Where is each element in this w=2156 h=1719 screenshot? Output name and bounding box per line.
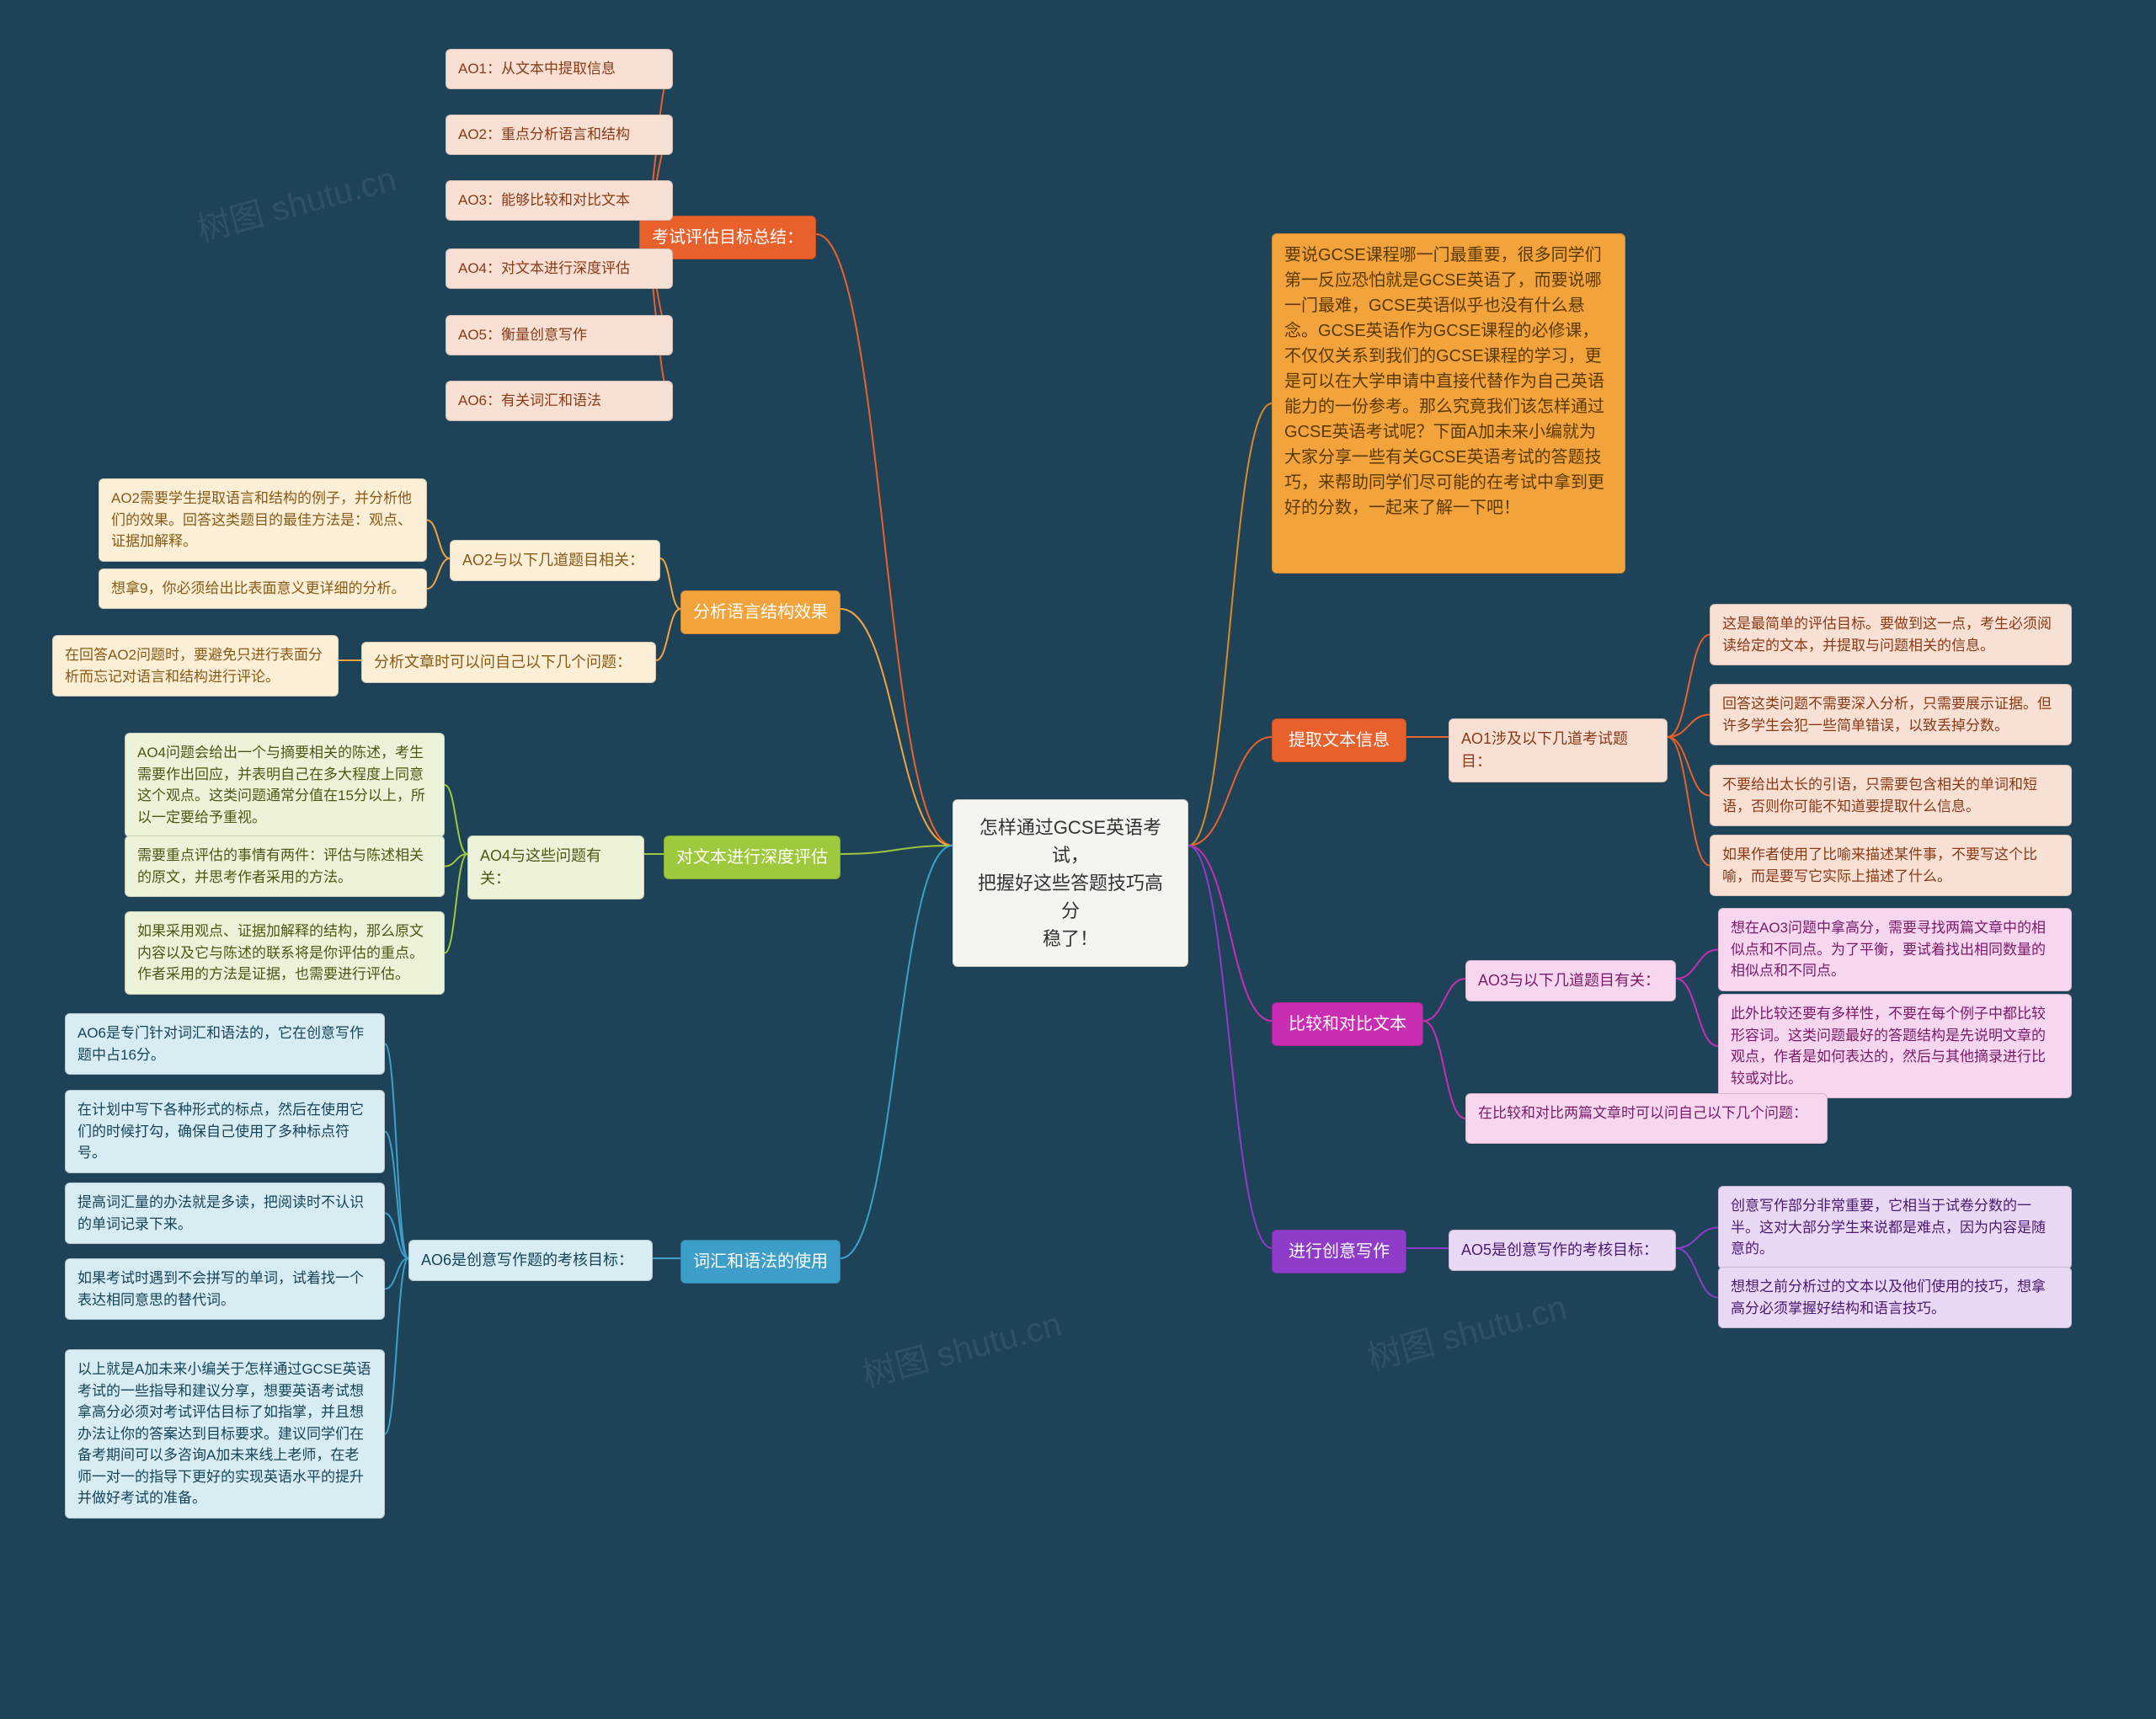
leaf-b4-2: AO3：能够比较和对比文本: [446, 180, 673, 221]
leaf-b4-4: AO5：衡量创意写作: [446, 315, 673, 355]
leaf-b7-0: AO6是专门针对词汇和语法的，它在创意写作题中占16分。: [65, 1013, 385, 1075]
sub-b1: AO1涉及以下几道考试题目：: [1449, 718, 1668, 782]
leaf-b6-0: AO4问题会给出一个与摘要相关的陈述，考生需要作出回应，并表明自己在多大程度上同…: [125, 733, 445, 837]
leaf-b7-3: 如果考试时遇到不会拼写的单词，试着找一个表达相同意思的替代词。: [65, 1258, 385, 1320]
watermark: 树图 shutu.cn: [1362, 1280, 1572, 1380]
leaf-b1-1: 回答这类问题不需要深入分析，只需要展示证据。但许多学生会犯一些简单错误，以致丢掉…: [1710, 684, 2072, 745]
branch-b3: 进行创意写作: [1272, 1230, 1406, 1273]
branch-b2: 比较和对比文本: [1272, 1002, 1423, 1046]
leaf-b1-2: 不要给出太长的引语，只需要包含相关的单词和短语，否则你可能不知道要提取什么信息。: [1710, 765, 2072, 826]
leaf-b5-0: AO2需要学生提取语言和结构的例子，并分析他们的效果。回答这类题目的最佳方法是：…: [99, 478, 427, 562]
leaf-b2-1: 此外比较还要有多样性，不要在每个例子中都比较形容词。这类问题最好的答题结构是先说…: [1718, 994, 2072, 1098]
intro-paragraph: 要说GCSE课程哪一门最重要，很多同学们第一反应恐怕就是GCSE英语了，而要说哪…: [1272, 233, 1625, 574]
watermark: 树图 shutu.cn: [857, 1297, 1066, 1397]
leaf-b4-0: AO1：从文本中提取信息: [446, 49, 673, 89]
leaf-b3-0: 创意写作部分非常重要，它相当于试卷分数的一半。这对大部分学生来说都是难点，因为内…: [1718, 1186, 2072, 1269]
extra-b5: 在回答AO2问题时，要避免只进行表面分析而忘记对语言和结构进行评论。: [52, 635, 339, 697]
leaf-b7-1: 在计划中写下各种形式的标点，然后在使用它们的时候打勾，确保自己使用了多种标点符号…: [65, 1090, 385, 1173]
leaf-b2-0: 想在AO3问题中拿高分，需要寻找两篇文章中的相似点和不同点。为了平衡，要试着找出…: [1718, 908, 2072, 991]
leaf-b7-2: 提高词汇量的办法就是多读，把阅读时不认识的单词记录下来。: [65, 1182, 385, 1244]
leaf-b3-1: 想想之前分析过的文本以及他们使用的技巧，想拿高分必须掌握好结构和语言技巧。: [1718, 1267, 2072, 1328]
leaf-b4-5: AO6：有关词汇和语法: [446, 381, 673, 421]
watermark: 树图 shutu.cn: [191, 152, 401, 252]
root-node: 怎样通过GCSE英语考试， 把握好这些答题技巧高分 稳了！: [953, 799, 1188, 967]
leaf-b1-3: 如果作者使用了比喻来描述某件事，不要写这个比喻，而是要写它实际上描述了什么。: [1710, 835, 2072, 896]
leaf-b4-3: AO4：对文本进行深度评估: [446, 248, 673, 289]
sub-b5: AO2与以下几道题目相关：: [450, 540, 660, 581]
sub-b3: AO5是创意写作的考核目标：: [1449, 1230, 1676, 1271]
leaf-b7-4: 以上就是A加未来小编关于怎样通过GCSE英语考试的一些指导和建议分享，想要英语考…: [65, 1349, 385, 1519]
sub2-b5: 分析文章时可以问自己以下几个问题：: [361, 642, 656, 683]
leaf-b5-1: 想拿9，你必须给出比表面意义更详细的分析。: [99, 569, 427, 609]
leaf-b1-0: 这是最简单的评估目标。要做到这一点，考生必须阅读给定的文本，并提取与问题相关的信…: [1710, 604, 2072, 665]
leaf-b6-2: 如果采用观点、证据加解释的结构，那么原文内容以及它与陈述的联系将是你评估的重点。…: [125, 911, 445, 995]
leaf-b6-1: 需要重点评估的事情有两件：评估与陈述相关的原文，并思考作者采用的方法。: [125, 835, 445, 897]
extra-b2: 在比较和对比两篇文章时可以问自己以下几个问题：: [1465, 1093, 1828, 1144]
sub-b6: AO4与这些问题有关：: [467, 835, 644, 900]
branch-b5: 分析语言结构效果: [680, 590, 841, 634]
branch-b7: 词汇和语法的使用: [680, 1240, 841, 1284]
sub-b2: AO3与以下几道题目有关：: [1465, 960, 1676, 1001]
branch-b1: 提取文本信息: [1272, 718, 1406, 762]
sub-b7: AO6是创意写作题的考核目标：: [408, 1240, 653, 1281]
leaf-b4-1: AO2：重点分析语言和结构: [446, 115, 673, 155]
branch-b6: 对文本进行深度评估: [664, 835, 841, 879]
